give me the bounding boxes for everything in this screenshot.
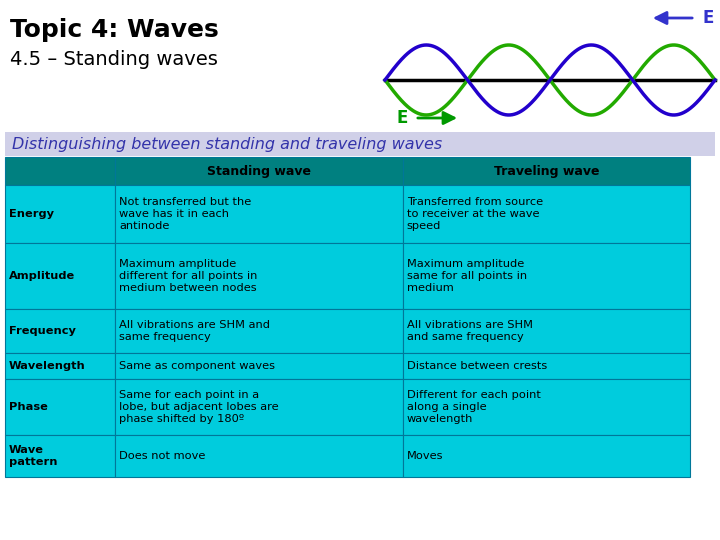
Text: E: E [702,9,714,27]
Bar [115,309,402,353]
Bar [402,379,690,435]
Bar [5,243,115,309]
Text: Transferred from source
to receiver at the wave
speed: Transferred from source to receiver at t… [407,198,543,231]
Bar [402,353,690,379]
Text: All vibrations are SHM
and same frequency: All vibrations are SHM and same frequenc… [407,320,533,342]
Text: Does not move: Does not move [119,451,205,461]
Bar [402,309,690,353]
Text: Maximum amplitude
different for all points in
medium between nodes: Maximum amplitude different for all poin… [119,259,258,293]
Text: Moves: Moves [407,451,443,461]
Bar [402,435,690,477]
Text: Phase: Phase [9,402,48,412]
Bar [115,157,402,185]
Text: Maximum amplitude
same for all points in
medium: Maximum amplitude same for all points in… [407,259,527,293]
Text: Amplitude: Amplitude [9,271,76,281]
Text: Distance between crests: Distance between crests [407,361,547,371]
Text: Wave
pattern: Wave pattern [9,445,58,467]
Text: Same as component waves: Same as component waves [119,361,275,371]
Bar [115,353,402,379]
Text: All vibrations are SHM and
same frequency: All vibrations are SHM and same frequenc… [119,320,270,342]
Bar [115,435,402,477]
Text: 4.5 – Standing waves: 4.5 – Standing waves [10,50,218,69]
Text: Topic 4: Waves: Topic 4: Waves [10,18,219,42]
Bar [402,243,690,309]
Bar [5,353,115,379]
Text: Not transferred but the
wave has it in each
antinode: Not transferred but the wave has it in e… [119,198,251,231]
Text: Traveling wave: Traveling wave [494,165,599,178]
Text: E: E [397,109,408,127]
Bar [402,185,690,243]
Text: Different for each point
along a single
wavelength: Different for each point along a single … [407,390,541,423]
Bar [115,243,402,309]
Text: Same for each point in a
lobe, but adjacent lobes are
phase shifted by 180º: Same for each point in a lobe, but adjac… [119,390,279,423]
Text: Standing wave: Standing wave [207,165,311,178]
Bar [5,309,115,353]
Bar [115,185,402,243]
Bar [402,157,690,185]
Text: Wavelength: Wavelength [9,361,86,371]
Text: Energy: Energy [9,209,54,219]
Bar [5,435,115,477]
Bar [5,185,115,243]
Text: Frequency: Frequency [9,326,76,336]
Bar [115,379,402,435]
Bar [5,132,715,156]
Text: Distinguishing between standing and traveling waves: Distinguishing between standing and trav… [12,137,442,152]
Bar [5,379,115,435]
Bar [5,157,115,185]
